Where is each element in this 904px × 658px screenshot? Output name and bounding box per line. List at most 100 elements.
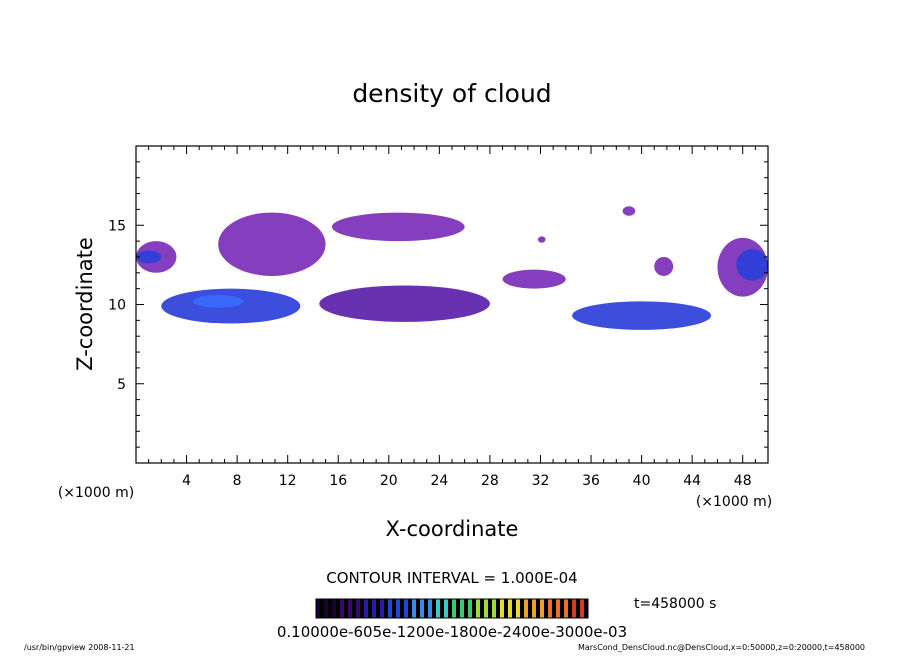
y-axis-label: Z-coordinate (73, 237, 97, 371)
colorbar-swatch (424, 599, 428, 618)
colorbar-swatch (420, 599, 424, 618)
time-label: t=458000 s (634, 596, 716, 612)
colorbar-frame (315, 598, 589, 619)
colorbar-swatch (512, 599, 516, 618)
colorbar-swatch (380, 599, 384, 618)
x-unit-right: (×1000 m) (696, 494, 772, 510)
colorbar-swatch (328, 599, 332, 618)
colorbar-swatch (400, 599, 404, 618)
colorbar-swatch (444, 599, 448, 618)
colorbar-swatch (440, 599, 444, 618)
contour-region-speck-1 (622, 206, 636, 216)
colorbar-swatch (476, 599, 480, 618)
colorbar-swatch (520, 599, 524, 618)
colorbar-swatch (528, 599, 532, 618)
colorbar-swatch (536, 599, 540, 618)
footer-right: MarsCond_DensCloud.nc@DensCloud,x=0:5000… (578, 643, 865, 652)
colorbar-swatch (336, 599, 340, 618)
colorbar-swatch (544, 599, 548, 618)
colorbar-swatch (584, 599, 588, 618)
colorbar-swatch (456, 599, 460, 618)
colorbar-swatch (368, 599, 372, 618)
colorbar-swatch (492, 599, 496, 618)
colorbar-swatch (348, 599, 352, 618)
colorbar-swatch (324, 599, 328, 618)
contour-region-upper-band-2 (331, 212, 465, 242)
colorbar-swatch (480, 599, 484, 618)
colorbar-swatch (372, 599, 376, 618)
colorbar-swatch (468, 599, 472, 618)
colorbar-swatch (364, 599, 368, 618)
x-tick-label: 20 (380, 473, 398, 489)
contour-region-left-edge-core (136, 250, 162, 264)
colorbar-swatch (432, 599, 436, 618)
y-axis-ticks: 5 10 15 (108, 161, 768, 448)
x-tick-label: 12 (279, 473, 297, 489)
chart-title: density of cloud (352, 79, 551, 108)
contour-region-upper-band-1 (218, 212, 326, 276)
x-tick-label: 4 (182, 473, 191, 489)
contour-region-right-edge-core (736, 249, 768, 281)
colorbar-swatch (568, 599, 572, 618)
x-tick-label: 16 (329, 473, 347, 489)
colorbar-swatch (360, 599, 364, 618)
colorbar-swatch (524, 599, 528, 618)
colorbar-swatch (408, 599, 412, 618)
x-tick-label: 44 (683, 473, 701, 489)
colorbar-swatch (352, 599, 356, 618)
colorbar-swatch (316, 599, 320, 618)
colorbar-swatch (320, 599, 324, 618)
x-tick-label: 32 (532, 473, 550, 489)
colorbar-swatch (532, 599, 536, 618)
colorbar-swatch (548, 599, 552, 618)
colorbar-swatch (580, 599, 584, 618)
x-axis-ticks: 4 8 12 16 20 24 28 32 36 40 44 48 (148, 146, 756, 489)
contour-region-lower-band-2 (319, 285, 490, 322)
colorbar-swatch (376, 599, 380, 618)
x-tick-label: 24 (430, 473, 448, 489)
colorbar-swatch (504, 599, 508, 618)
colorbar-swatch (436, 599, 440, 618)
colorbar-swatch (344, 599, 348, 618)
contour-regions (136, 206, 768, 330)
colorbar-swatch (356, 599, 360, 618)
footer-left: /usr/bin/gpview 2008-11-21 (24, 643, 135, 652)
contour-region-lower-band-3 (572, 301, 712, 330)
colorbar-swatch (392, 599, 396, 618)
colorbar-swatch (488, 599, 492, 618)
x-tick-label: 40 (633, 473, 651, 489)
colorbar-swatch (448, 599, 452, 618)
y-tick-label: 5 (117, 377, 126, 393)
colorbar-swatch (508, 599, 512, 618)
y-tick-label: 15 (108, 218, 126, 234)
colorbar-swatch (384, 599, 388, 618)
colorbar-swatch (388, 599, 392, 618)
colorbar-swatch (500, 599, 504, 618)
colorbar-swatch (340, 599, 344, 618)
colorbar-swatch (416, 599, 420, 618)
colorbar-swatch (460, 599, 464, 618)
contour-region-lower-band-1-core (192, 294, 244, 308)
colorbar-swatch (572, 599, 576, 618)
colorbar-swatch (404, 599, 408, 618)
colorbar-swatch (464, 599, 468, 618)
x-tick-label: 28 (481, 473, 499, 489)
contour-region-mid-strip (502, 269, 566, 289)
colorbar-swatch (496, 599, 500, 618)
x-unit-left: (×1000 m) (58, 485, 134, 501)
contour-region-speck-2 (537, 236, 546, 243)
colorbar-swatch (556, 599, 560, 618)
colorbar-swatch (516, 599, 520, 618)
colorbar-swatch (452, 599, 456, 618)
x-axis-label: X-coordinate (386, 517, 519, 541)
colorbar-swatch (540, 599, 544, 618)
colorbar-swatch (428, 599, 432, 618)
colorbar-swatch (560, 599, 564, 618)
x-tick-label: 36 (582, 473, 600, 489)
x-tick-label: 48 (734, 473, 752, 489)
colorbar-swatch (412, 599, 416, 618)
x-tick-label: 8 (233, 473, 242, 489)
colorbar-swatch (564, 599, 568, 618)
colorbar-swatch (576, 599, 580, 618)
y-tick-label: 10 (108, 298, 126, 314)
